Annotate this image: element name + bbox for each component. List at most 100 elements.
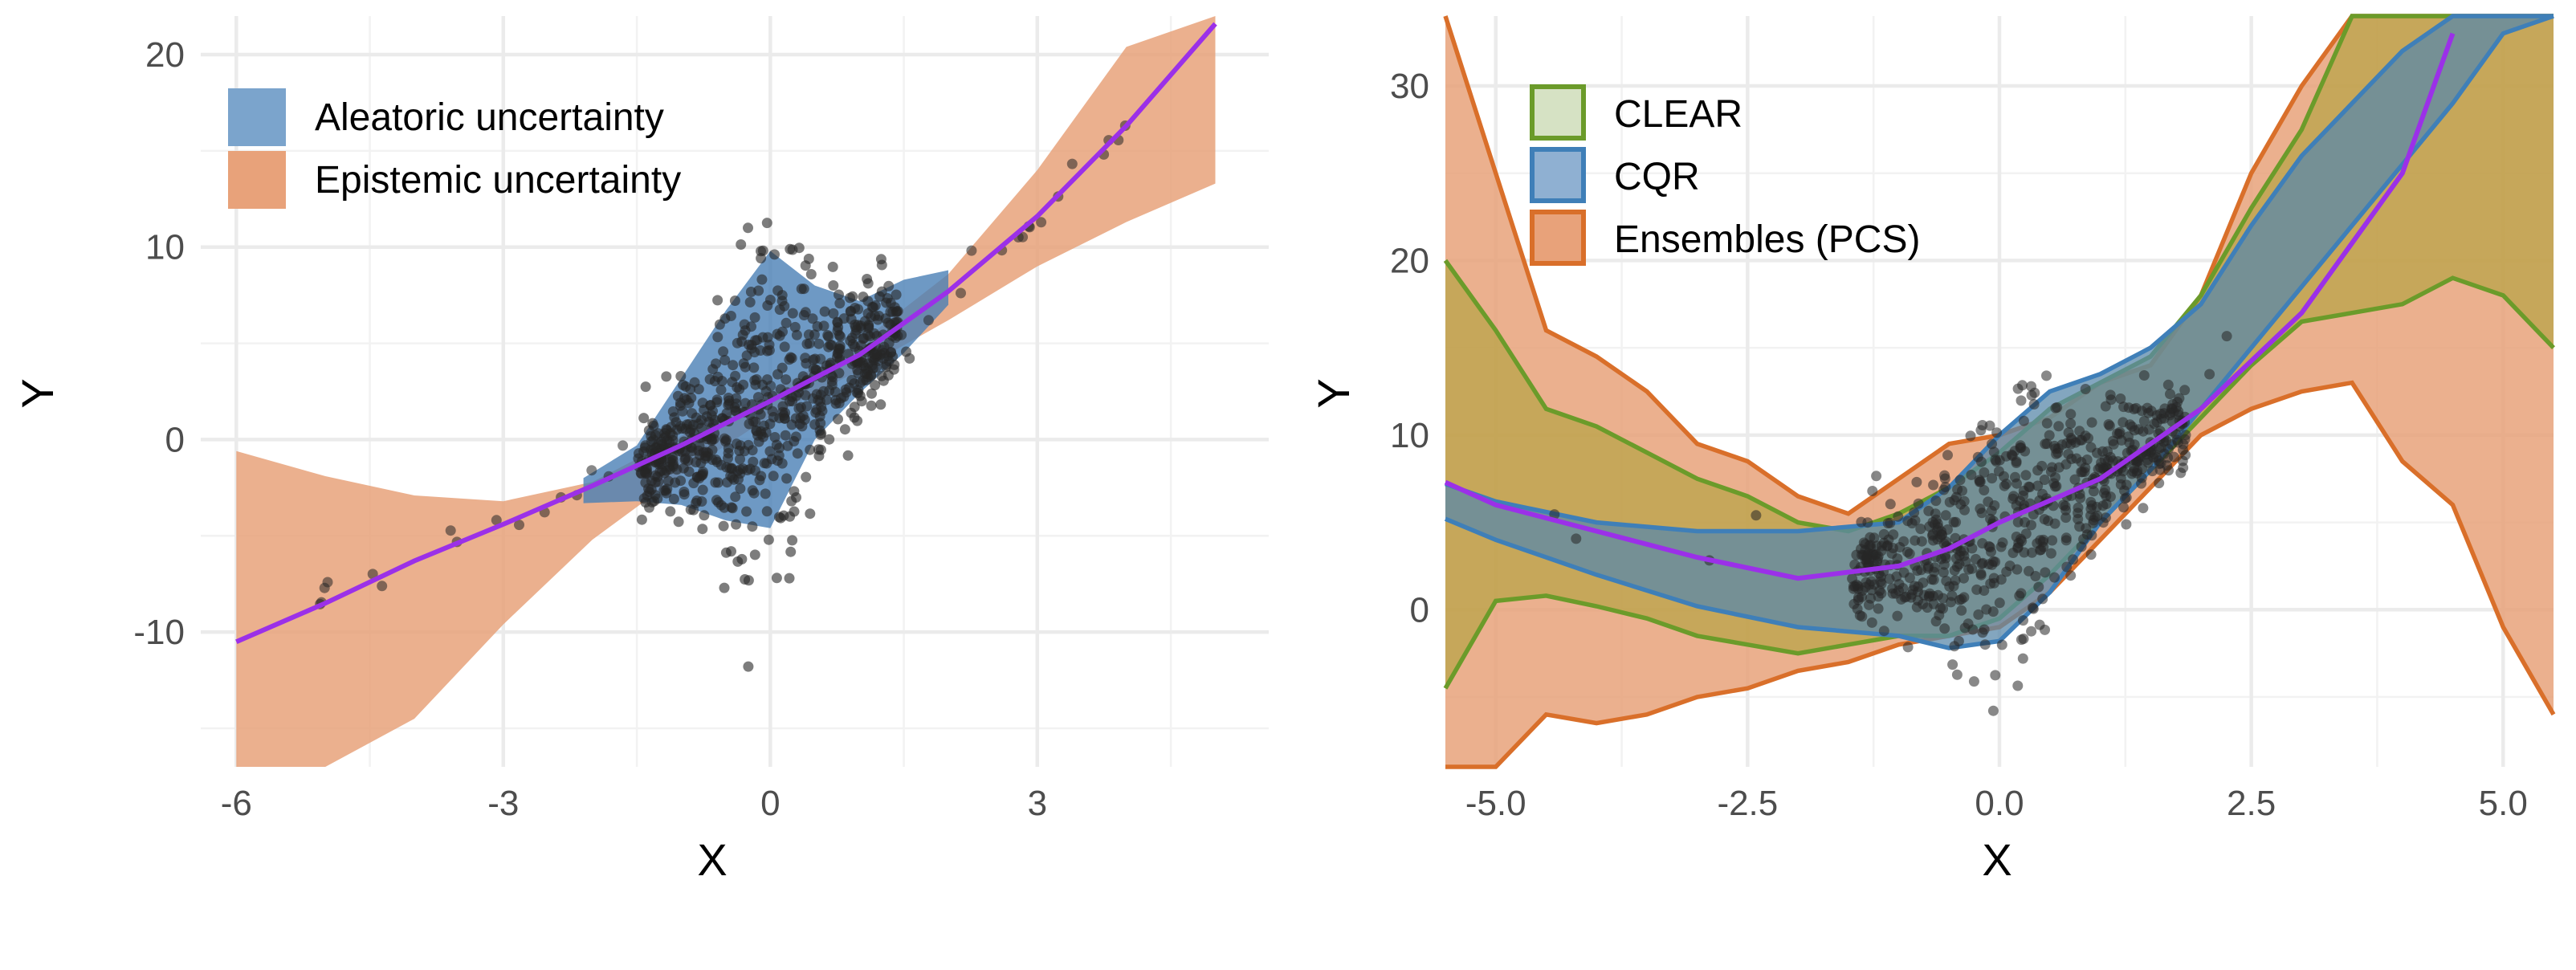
right-x-axis-title: X: [1982, 834, 2011, 885]
data-point: [824, 434, 835, 445]
epistemic-band: [236, 16, 1216, 767]
data-point: [762, 345, 772, 357]
data-point: [2179, 434, 2191, 445]
data-point: [2154, 478, 2165, 489]
data-point: [1948, 516, 1959, 528]
data-point: [1950, 553, 1962, 564]
data-point: [1997, 537, 2008, 548]
data-point: [1996, 639, 2007, 650]
data-point: [784, 573, 795, 584]
legend-key-epistemic: [228, 151, 286, 209]
data-point: [750, 379, 761, 390]
data-point: [866, 369, 877, 381]
data-point: [870, 380, 881, 391]
data-point: [2040, 438, 2051, 450]
data-point: [2018, 615, 2028, 626]
data-point: [2065, 409, 2077, 420]
data-point: [1984, 420, 1995, 431]
data-point: [1901, 591, 1912, 602]
data-point: [790, 431, 801, 442]
data-point: [1990, 670, 2001, 681]
data-point: [2053, 462, 2064, 473]
left-x-tick-label: 3: [1028, 784, 1047, 823]
data-point: [804, 338, 815, 349]
data-point: [1967, 543, 1978, 554]
data-point: [789, 321, 801, 332]
data-point: [719, 355, 731, 365]
data-point: [2026, 381, 2036, 392]
data-point: [1885, 517, 1896, 528]
data-point: [1994, 597, 2005, 609]
data-point: [2136, 478, 2147, 489]
legend-key-clear: [1530, 84, 1586, 141]
data-point: [2048, 500, 2059, 511]
data-point: [2101, 499, 2112, 510]
data-point: [1939, 470, 1950, 481]
data-point: [803, 329, 814, 340]
data-point: [711, 456, 723, 467]
data-point: [769, 249, 780, 260]
data-point: [2026, 626, 2037, 637]
clear-band: [1445, 16, 2554, 689]
data-point: [876, 259, 887, 271]
data-point: [636, 514, 647, 525]
data-point: [2030, 571, 2041, 581]
data-point: [823, 331, 834, 342]
data-point: [1953, 636, 1964, 646]
left-points: [315, 120, 1131, 672]
data-point: [878, 348, 890, 358]
data-point: [1871, 471, 1882, 482]
data-point: [866, 360, 878, 371]
data-point: [891, 289, 902, 300]
data-point: [2065, 418, 2077, 429]
right-legend: CLEAR CQR Ensembles (PCS): [1530, 84, 1920, 266]
data-point: [762, 332, 773, 343]
data-point: [711, 394, 723, 406]
data-point: [2103, 455, 2113, 467]
left-x-tick-label: -6: [221, 784, 252, 823]
right-y-tick-label: 20: [1390, 241, 1429, 280]
data-point: [725, 311, 736, 321]
data-point: [733, 474, 744, 485]
data-point: [810, 364, 821, 375]
data-point: [683, 466, 695, 477]
data-point: [2091, 501, 2102, 512]
data-point: [1977, 420, 1988, 430]
legend-key-cqr: [1530, 147, 1586, 203]
data-point: [2118, 401, 2130, 413]
data-point: [642, 467, 653, 478]
data-point: [757, 245, 768, 256]
data-point: [715, 385, 727, 396]
data-point: [1915, 524, 1926, 535]
right-y-tick-label: 10: [1390, 416, 1429, 455]
data-point: [807, 313, 818, 324]
data-point: [832, 316, 843, 328]
data-point: [800, 260, 811, 271]
data-point: [828, 280, 839, 291]
data-point: [1954, 475, 1966, 486]
data-point: [646, 484, 657, 495]
data-point: [2039, 475, 2050, 485]
data-point: [746, 343, 757, 354]
data-point: [2049, 572, 2060, 583]
data-point: [2164, 410, 2175, 421]
data-point: [2069, 474, 2081, 485]
data-point: [1887, 543, 1898, 553]
data-point: [747, 521, 758, 532]
data-point: [2068, 554, 2079, 565]
data-point: [719, 433, 730, 444]
data-point: [762, 300, 773, 311]
data-point: [874, 291, 885, 302]
data-point: [2221, 331, 2232, 342]
data-point: [862, 274, 873, 284]
data-point: [779, 300, 790, 312]
data-point: [807, 393, 818, 404]
data-point: [2121, 519, 2132, 530]
left-ticks: -6 -3 0 3 -10 0 10 20: [133, 35, 1047, 823]
legend-key-aleatoric: [228, 88, 286, 146]
data-point: [805, 508, 816, 520]
data-point: [833, 414, 843, 425]
data-point: [2018, 490, 2028, 501]
data-point: [1893, 511, 1904, 522]
data-point: [1979, 467, 1990, 478]
